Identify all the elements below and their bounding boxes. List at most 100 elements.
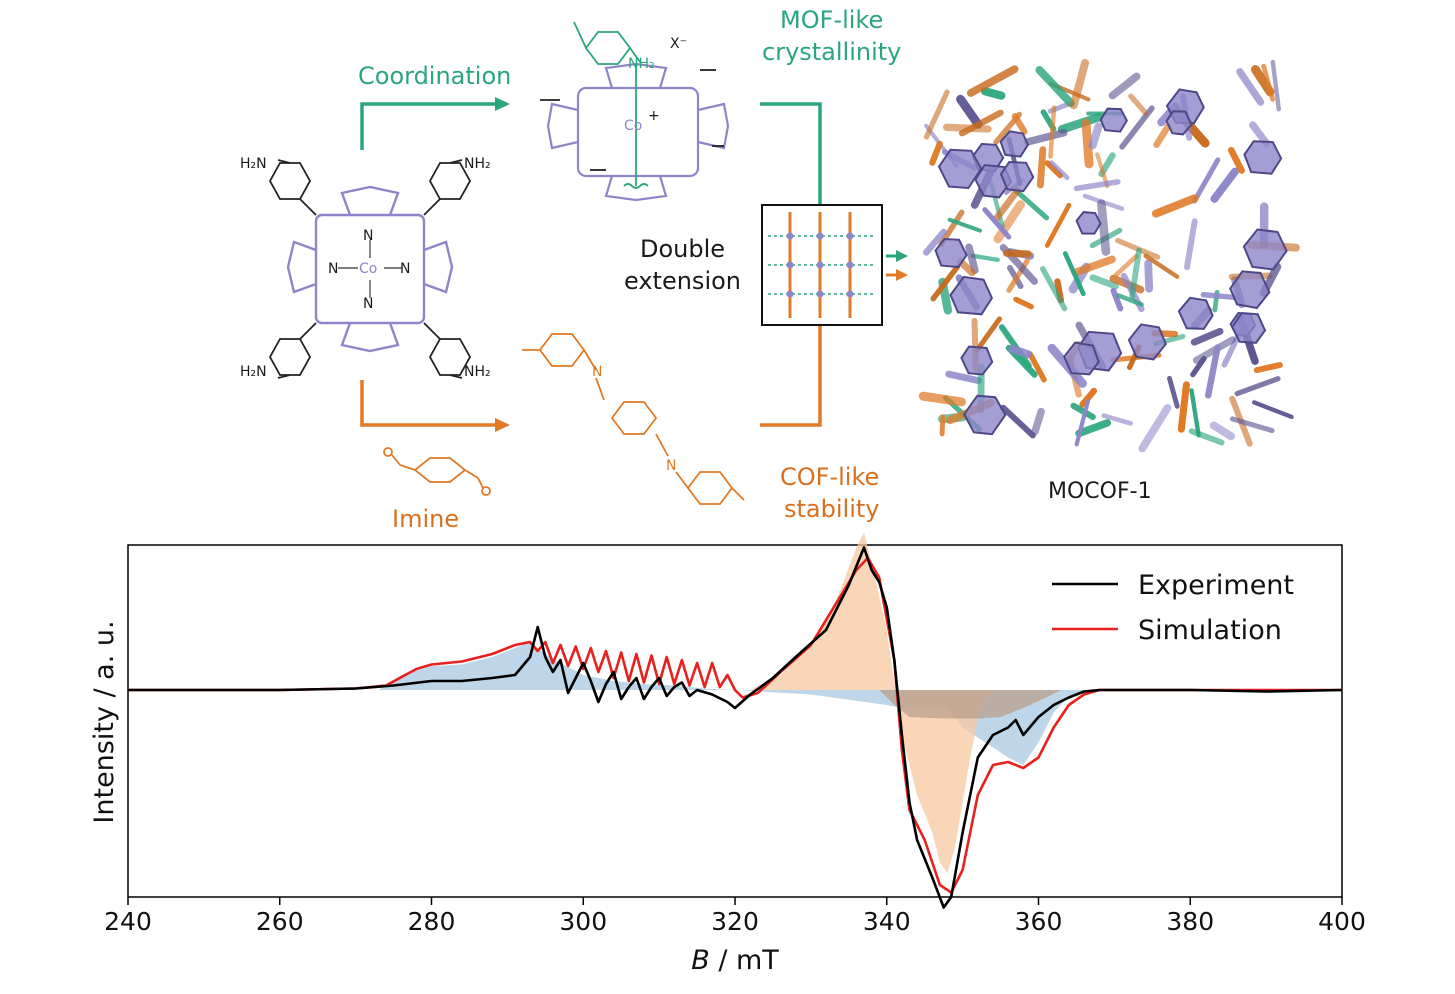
amine-bottom-right: NH₂ xyxy=(464,364,491,380)
structure-strut xyxy=(939,414,946,437)
x-tick-label: 300 xyxy=(559,907,607,936)
cobalt-charge: + xyxy=(648,108,660,124)
cobalt-center: Co xyxy=(359,261,377,277)
pyrrole-n-top: N xyxy=(363,228,373,244)
structure-strut xyxy=(958,109,1004,137)
mof-label-line2: crystallinity xyxy=(762,38,901,66)
structure-strut xyxy=(1110,287,1124,312)
structure-strut xyxy=(1270,59,1282,112)
structure-strut xyxy=(1138,404,1172,453)
structure-strut xyxy=(1143,253,1180,279)
coordination-arrow xyxy=(360,97,510,150)
structure-strut xyxy=(1253,362,1283,374)
x-tick-label: 400 xyxy=(1318,907,1366,936)
amine-bottom-left: H₂N xyxy=(240,364,267,380)
x-tick-label: 360 xyxy=(1015,907,1063,936)
structure-strut xyxy=(1129,247,1142,300)
structure-strut xyxy=(1013,188,1050,221)
structure-strut xyxy=(1097,199,1111,256)
structure-strut xyxy=(1228,147,1245,174)
structure-strut xyxy=(1024,129,1068,146)
structure-strut xyxy=(1236,68,1265,106)
cof-label-line1: COF-like xyxy=(780,463,879,491)
amine-top-left: H₂N xyxy=(240,156,267,172)
structure-strut xyxy=(982,207,1012,240)
structure-strut xyxy=(1000,404,1036,439)
structure-strut xyxy=(1044,202,1072,248)
structure-strut xyxy=(956,258,976,277)
structure-strut xyxy=(1204,344,1221,399)
series-line-simulation xyxy=(128,556,1342,894)
structure-strut xyxy=(1209,421,1235,441)
structure-strut xyxy=(1048,105,1057,159)
structure-strut xyxy=(947,217,982,233)
structure-strut xyxy=(1003,249,1032,258)
coordination-product: NH₂ Co + X⁻ xyxy=(540,21,730,202)
pyrrole-n-left: N xyxy=(328,261,338,277)
mof-label-line1: MOF-like xyxy=(780,6,883,34)
structure-strut xyxy=(1190,355,1207,378)
structure-porphyrin-node xyxy=(999,160,1035,193)
x-tick-label: 380 xyxy=(1166,907,1214,936)
structure-strut xyxy=(1234,376,1281,397)
structure-strut xyxy=(1108,72,1141,100)
structure-strut xyxy=(1011,113,1028,135)
imine-label: Imine xyxy=(392,505,459,533)
structure-strut xyxy=(1113,253,1139,278)
structure-porphyrin-node xyxy=(1229,270,1271,310)
structure-strut xyxy=(1261,63,1275,102)
structure-strut xyxy=(1044,160,1064,179)
amine-top-right: NH₂ xyxy=(464,156,491,172)
structure-strut xyxy=(1031,407,1045,436)
structure-strut xyxy=(980,87,1006,100)
structure-strut xyxy=(1036,146,1047,189)
structure-strut xyxy=(1128,93,1149,116)
structure-porphyrin-node xyxy=(999,130,1030,158)
structure-strut xyxy=(993,186,1021,222)
cof-bracket xyxy=(760,325,822,427)
shaded-components xyxy=(378,532,1085,873)
y-axis-label: Intensity / a. u. xyxy=(89,620,120,823)
structure-porphyrin-node xyxy=(949,275,994,316)
structure-strut xyxy=(1049,160,1070,181)
shaded-component-2 xyxy=(750,532,993,873)
structure-porphyrin-node xyxy=(1242,228,1288,271)
axial-amine: NH₂ xyxy=(628,56,655,72)
structure-strut xyxy=(1071,255,1116,277)
structure-porphyrin-node xyxy=(1231,311,1267,344)
double-label-line1: Double xyxy=(640,235,725,263)
structure-strut xyxy=(1177,381,1190,433)
structure-porphyrin-node xyxy=(1127,323,1167,361)
structure-strut xyxy=(1095,152,1110,189)
x-tick-label: 320 xyxy=(711,907,759,936)
double-label-line2: extension xyxy=(624,267,741,295)
structure-strut xyxy=(1251,400,1294,420)
structure-strut xyxy=(1151,194,1199,218)
structure-porphyrin-node xyxy=(1243,140,1283,175)
legend: Experiment Simulation xyxy=(1052,570,1294,646)
series-lines xyxy=(128,546,1343,909)
reaction-scheme: N N N N Co H₂N NH₂ H₂N NH₂ xyxy=(240,6,1300,533)
structure-strut xyxy=(1027,351,1047,383)
coordination-label: Coordination xyxy=(358,62,511,90)
legend-label-experiment: Experiment xyxy=(1138,570,1294,601)
structure-strut xyxy=(1167,375,1180,409)
structure-strut xyxy=(923,89,950,140)
structure-strut xyxy=(1074,398,1091,447)
shaded-component-1 xyxy=(378,642,1085,765)
structure-porphyrin-node xyxy=(1165,110,1193,136)
terephthalaldehyde xyxy=(383,447,491,496)
x-axis-label-unit: / mT xyxy=(710,945,780,976)
structure-strut xyxy=(1089,274,1119,290)
imine-n-2: N xyxy=(666,458,676,474)
structure-strut xyxy=(1008,345,1032,359)
x-tick-label: 280 xyxy=(408,907,456,936)
structure-strut xyxy=(918,391,966,407)
epr-chart: 240 260 280 300 320 340 360 380 400 Intensity / … xyxy=(89,532,1366,976)
structure-porphyrin-node xyxy=(1177,296,1214,330)
mocof-structure-image xyxy=(918,59,1300,453)
x-axis-label: B / mT xyxy=(691,945,779,976)
shaded-component-3 xyxy=(879,690,1062,719)
series-line-experiment xyxy=(128,546,1343,909)
structure-strut xyxy=(923,228,947,256)
